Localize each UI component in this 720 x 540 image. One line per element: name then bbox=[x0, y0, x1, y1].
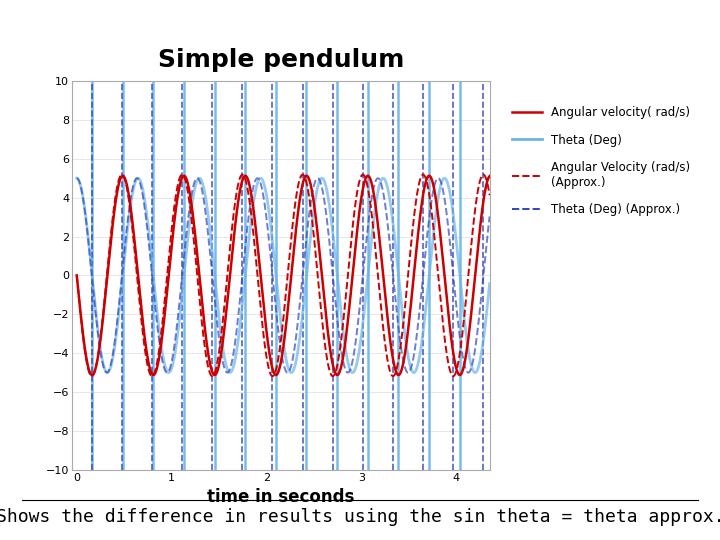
X-axis label: time in seconds: time in seconds bbox=[207, 488, 354, 506]
Text: Shows the difference in results using the sin theta = theta approx.: Shows the difference in results using th… bbox=[0, 509, 720, 526]
Legend: Angular velocity( rad/s), Theta (Deg), Angular Velocity (rad/s)
(Approx.), Theta: Angular velocity( rad/s), Theta (Deg), A… bbox=[512, 106, 690, 216]
Title: Simple pendulum: Simple pendulum bbox=[158, 48, 404, 72]
